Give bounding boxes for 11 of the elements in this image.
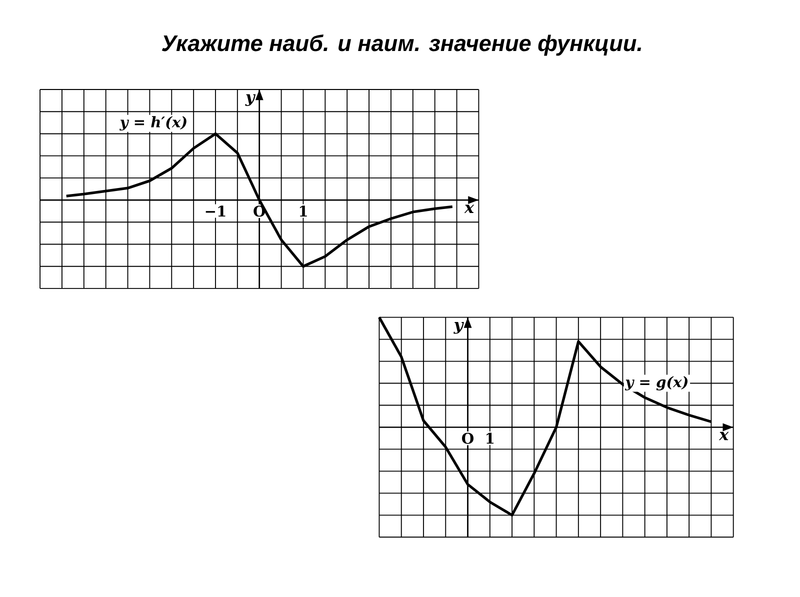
x-axis-title: x xyxy=(464,204,474,214)
y-axis-title: y xyxy=(454,322,464,334)
chart-title: Укажите наиб. и наим. значение функции. xyxy=(162,34,642,56)
x-tick-label: −1 xyxy=(206,206,226,217)
x-axis-title: x xyxy=(718,432,729,440)
text: y = h′(x) xyxy=(120,116,186,131)
x-tick-label: O xyxy=(462,432,474,444)
x-tick-label: 1 xyxy=(486,432,494,444)
x-tick-label: 1 xyxy=(300,206,307,217)
annotation: y = g(x) xyxy=(624,376,688,391)
y-axis-title: y xyxy=(245,94,256,106)
